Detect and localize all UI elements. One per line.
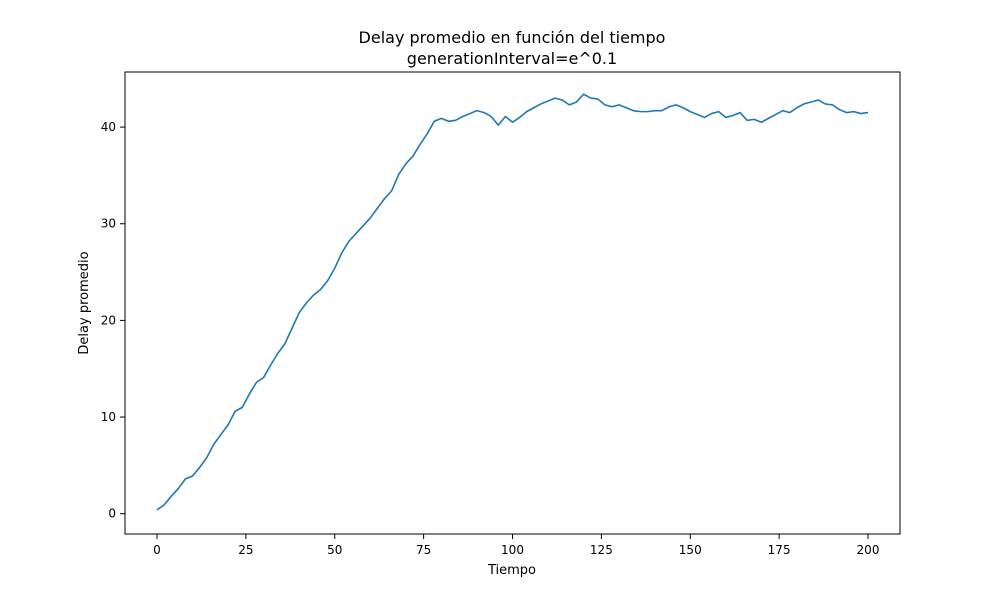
x-tick-label: 150 (679, 543, 702, 557)
x-axis: 0 25 50 75 100 125 150 175 200 (153, 534, 879, 557)
y-tick-label: 0 (108, 507, 116, 521)
chart-title: Delay promedio en función del tiempo (359, 28, 666, 47)
y-tick-label: 20 (101, 313, 116, 327)
x-tick-label: 0 (153, 543, 161, 557)
series-layer (156, 93, 869, 511)
x-tick-label: 75 (416, 543, 431, 557)
y-tick-label: 40 (101, 120, 116, 134)
x-tick-label: 175 (768, 543, 791, 557)
plot-area (124, 71, 901, 535)
chart-subtitle: generationInterval=e^0.1 (407, 49, 617, 68)
y-axis: 0 10 20 30 40 (101, 120, 125, 521)
x-axis-label: Tiempo (487, 563, 536, 578)
y-axis-label: Delay promedio (77, 251, 92, 354)
x-tick-label: 50 (327, 543, 342, 557)
x-tick-label: 200 (857, 543, 880, 557)
series-line (156, 93, 869, 511)
x-tick-label: 100 (501, 543, 524, 557)
x-tick-label: 25 (238, 543, 253, 557)
y-tick-label: 10 (101, 410, 116, 424)
y-tick-label: 30 (101, 217, 116, 231)
x-tick-label: 125 (590, 543, 613, 557)
